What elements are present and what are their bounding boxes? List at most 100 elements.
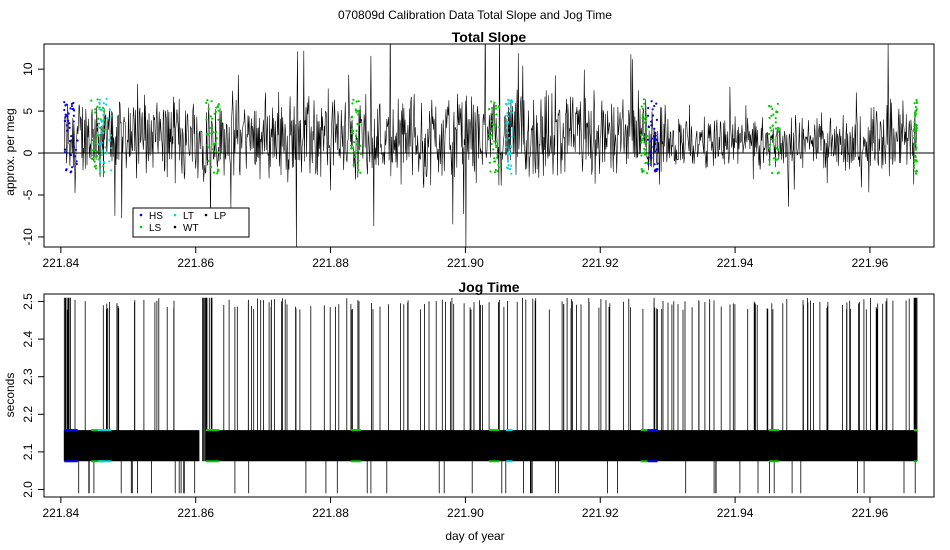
jog-time-y-tick-label: 2.1: [21, 443, 35, 460]
series-ls-point: [355, 129, 358, 132]
series-lt-point: [507, 151, 510, 154]
series-ls-point: [644, 126, 648, 129]
series-lt-point: [98, 98, 102, 101]
series-ls-point: [496, 170, 499, 173]
series-ls-point: [206, 143, 209, 147]
series-ls-point: [356, 122, 359, 126]
series-ls-point: [643, 147, 646, 151]
series-ls-point: [352, 163, 355, 167]
series-ls-point: [357, 100, 360, 103]
series-ls-point: [492, 113, 495, 116]
series-hs-point: [67, 112, 70, 115]
series-ls-point: [776, 148, 780, 151]
series-lt-point: [511, 100, 514, 103]
series-lt-point: [102, 102, 105, 105]
series-ls-point: [352, 130, 355, 133]
series-lt-point: [102, 123, 105, 126]
series-ls-point: [488, 137, 491, 140]
total-slope-y-tick-label: 10: [21, 62, 35, 76]
series-ls-point: [97, 122, 101, 125]
series-ls-point: [915, 126, 918, 130]
series-ls-point: [493, 160, 496, 163]
series-lt-point: [510, 172, 513, 175]
jog-time-series: [63, 297, 918, 494]
series-ls-point: [350, 116, 353, 119]
series-lt-point: [505, 121, 508, 124]
series-hs-point: [655, 118, 659, 122]
series-ls-point: [640, 154, 643, 157]
jog-time-x-tick-label: 221.88: [312, 506, 349, 520]
series-ls-point: [205, 133, 208, 136]
series-hs-point: [72, 120, 75, 123]
series-ls-point: [493, 101, 496, 104]
series-ls-point: [914, 109, 917, 112]
series-ls-point: [353, 155, 356, 158]
series-ls-point: [640, 141, 643, 144]
series-ls-point: [915, 98, 918, 102]
series-lt-point: [505, 138, 508, 141]
series-ls-point: [215, 130, 218, 134]
series-ls-point: [95, 134, 98, 137]
series-ls-point: [350, 132, 353, 135]
series-ls-point: [210, 126, 214, 129]
series-ls-point: [640, 105, 643, 108]
series-lt-point: [108, 108, 111, 111]
series-ls-point: [489, 170, 492, 173]
series-lt-point: [102, 114, 105, 117]
series-hs-point: [73, 155, 76, 158]
legend-marker-lp: [204, 213, 208, 217]
legend-label-hs: HS: [149, 211, 163, 222]
series-ls-point: [97, 117, 100, 120]
series-ls-point: [94, 167, 98, 170]
series-ls-point: [497, 105, 501, 108]
series-ls-point: [351, 102, 354, 105]
series-ls-point: [769, 105, 773, 108]
series-lt-point: [507, 159, 510, 163]
series-hs-point: [654, 142, 657, 146]
jog-time-x-tick-label: 221.84: [43, 506, 80, 520]
series-lt-point: [108, 160, 111, 163]
series-hs-point: [70, 135, 73, 138]
series-ls-point: [210, 132, 213, 135]
jog-time-title: Jog Time: [458, 279, 519, 295]
series-lt-point: [97, 143, 100, 146]
series-ls-point: [913, 120, 916, 124]
series-ls-point: [771, 124, 774, 127]
total-slope-x-tick-label: 221.92: [582, 256, 619, 270]
series-ls-point: [646, 134, 649, 138]
legend-label-wt: WT: [183, 223, 199, 234]
series-ls-point: [770, 138, 773, 141]
series-ls-point: [212, 143, 216, 146]
series-ls-point: [99, 126, 102, 129]
series-ls-point: [768, 158, 771, 161]
series-lt-point: [98, 169, 102, 172]
total-slope-title: Total Slope: [452, 29, 527, 45]
series-lt-point: [98, 102, 101, 105]
series-ls-point: [94, 139, 98, 142]
series-ls-point: [913, 160, 916, 163]
series-ls-point: [90, 99, 93, 102]
series-lt-point: [505, 166, 509, 169]
series-ls-point: [774, 127, 778, 130]
series-ls-point: [494, 107, 498, 110]
series-hs-point: [72, 101, 75, 105]
series-ls-point: [498, 125, 501, 129]
series-ls-point: [216, 168, 220, 171]
series-hs-point: [650, 120, 653, 123]
series-ls-point: [94, 155, 98, 158]
series-lt-point: [508, 153, 512, 156]
series-ls-point: [208, 146, 211, 149]
series-ls-point: [215, 137, 218, 140]
series-ls-point: [914, 148, 918, 151]
series-ls-point: [359, 171, 362, 174]
series-hs-point: [65, 168, 68, 171]
series-ls-point: [641, 114, 644, 117]
series-ls-point: [211, 148, 215, 151]
series-ls-point: [98, 172, 102, 175]
series-ls-point: [640, 152, 644, 155]
series-ls-point: [915, 170, 918, 173]
series-ls-point: [493, 123, 496, 126]
series-ls-point: [768, 163, 771, 166]
series-ls-point: [912, 129, 916, 132]
